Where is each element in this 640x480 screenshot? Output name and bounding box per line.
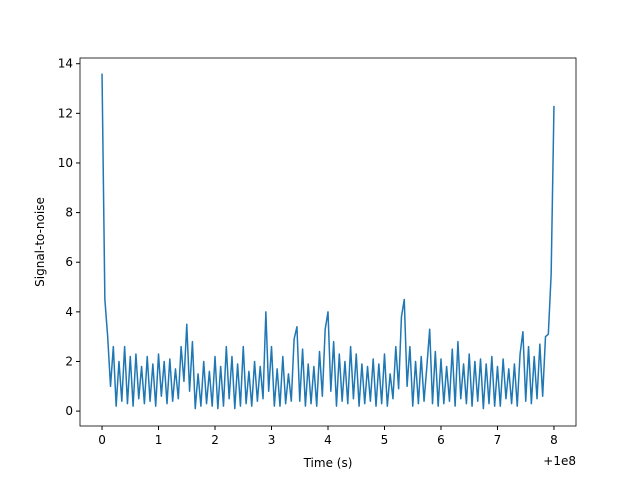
series-line: [101, 73, 555, 410]
x-tick-label: 2: [211, 433, 219, 447]
y-tick-label: 10: [58, 156, 73, 170]
y-tick-label: 12: [58, 106, 73, 120]
plot-frame: [79, 57, 577, 427]
y-tick-label: 4: [65, 305, 73, 319]
x-tick-label: 0: [98, 433, 106, 447]
y-axis-label: Signal-to-noise: [33, 197, 47, 287]
x-tick-label: 6: [437, 433, 445, 447]
y-tick-label: 2: [65, 354, 73, 368]
x-tick-label: 7: [494, 433, 502, 447]
x-tick-label: 4: [324, 433, 332, 447]
x-tick-label: 3: [268, 433, 276, 447]
x-tick-label: 1: [155, 433, 163, 447]
y-tick-label: 0: [65, 404, 73, 418]
y-tick-label: 8: [65, 206, 73, 220]
x-offset-label: +1e8: [543, 454, 576, 468]
y-tick-label: 14: [58, 57, 73, 71]
x-tick-label: 5: [381, 433, 389, 447]
x-axis-label: Time (s): [303, 456, 353, 470]
y-tick-label: 6: [65, 255, 73, 269]
x-tick-label: 8: [550, 433, 558, 447]
